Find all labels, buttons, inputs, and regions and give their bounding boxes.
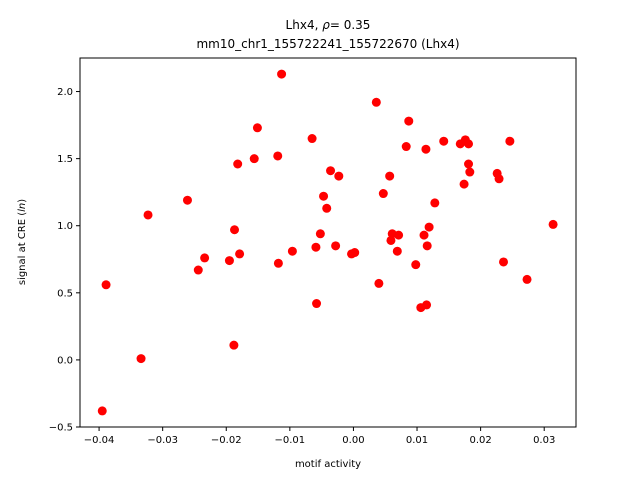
data-point-16 — [277, 69, 287, 79]
x-tick-label-1: −0.03 — [147, 435, 178, 446]
data-point-59 — [548, 219, 558, 229]
x-tick-label-6: 0.02 — [469, 435, 491, 446]
y-tick-label-2: 0.5 — [57, 288, 73, 299]
data-point-52 — [464, 159, 474, 169]
x-axis-label: motif activity — [295, 459, 361, 470]
y-tick-label-1: 0.0 — [57, 355, 73, 366]
data-point-15 — [273, 258, 283, 268]
data-point-7 — [224, 256, 234, 266]
title-gene-name: Lhx4 — [286, 18, 315, 32]
data-point-58 — [522, 274, 532, 284]
data-point-31 — [378, 189, 388, 199]
data-point-23 — [322, 203, 332, 213]
data-point-33 — [386, 235, 396, 245]
data-point-45 — [424, 222, 434, 232]
data-point-35 — [392, 246, 402, 256]
data-point-57 — [505, 136, 515, 146]
y-axis-label-prefix: signal at CRE ( — [17, 212, 28, 285]
y-axis-label-italic: ln — [17, 203, 28, 212]
data-point-37 — [401, 142, 411, 152]
data-point-19 — [311, 242, 321, 252]
y-tick-label-5: 2.0 — [57, 87, 73, 98]
y-axis-label: signal at CRE (ln) — [17, 199, 28, 285]
x-tick-label-5: 0.01 — [406, 435, 428, 446]
data-point-6 — [200, 253, 210, 263]
y-tick-label-4: 1.5 — [57, 154, 73, 165]
data-point-53 — [465, 167, 475, 177]
data-point-0 — [97, 406, 107, 416]
data-point-41 — [419, 230, 429, 240]
data-point-44 — [422, 241, 432, 251]
x-tick-label-4: 0.00 — [342, 435, 364, 446]
chart-title-line2: mm10_chr1_155722241_155722670 (Lhx4) — [196, 37, 459, 51]
data-point-36 — [394, 230, 404, 240]
data-point-28 — [350, 248, 360, 258]
data-point-32 — [385, 171, 395, 181]
x-tick-label-3: −0.01 — [275, 435, 306, 446]
y-tick-label-3: 1.0 — [57, 221, 73, 232]
data-point-42 — [421, 144, 431, 154]
data-point-30 — [374, 278, 384, 288]
data-point-46 — [430, 198, 440, 208]
data-point-2 — [136, 354, 146, 364]
data-point-12 — [249, 154, 259, 164]
data-point-11 — [235, 249, 245, 259]
x-axis-ticks: −0.04 −0.03 −0.02 −0.01 0.00 0.01 0.02 0.03 — [84, 427, 555, 446]
data-point-49 — [459, 179, 469, 189]
data-point-43 — [422, 300, 432, 310]
data-point-4 — [182, 195, 192, 205]
title-rho-value: = 0.35 — [330, 18, 371, 32]
data-point-9 — [230, 225, 240, 235]
data-point-5 — [193, 265, 203, 275]
x-tick-label-7: 0.03 — [533, 435, 555, 446]
y-axis-label-suffix: ) — [17, 199, 28, 203]
data-point-26 — [334, 171, 344, 181]
title-rho-symbol: ρ — [322, 18, 330, 32]
y-axis-ticks: −0.5 0.0 0.5 1.0 1.5 2.0 — [49, 87, 80, 434]
data-point-10 — [233, 159, 243, 169]
data-point-55 — [494, 174, 504, 184]
data-point-14 — [273, 151, 283, 161]
data-point-47 — [439, 136, 449, 146]
data-point-17 — [287, 246, 297, 256]
data-point-22 — [319, 191, 329, 201]
data-points — [97, 69, 558, 416]
data-point-24 — [326, 166, 336, 176]
y-tick-label-0: −0.5 — [49, 423, 73, 434]
x-tick-label-2: −0.02 — [211, 435, 242, 446]
data-point-18 — [307, 134, 317, 144]
axes-frame — [79, 57, 577, 428]
data-point-13 — [252, 123, 262, 133]
data-point-29 — [371, 97, 381, 107]
data-point-39 — [411, 260, 421, 270]
data-point-38 — [404, 116, 414, 126]
x-tick-label-0: −0.04 — [84, 435, 115, 446]
data-point-25 — [331, 241, 341, 251]
data-point-8 — [229, 340, 239, 350]
chart-title-line1: Lhx4, ρ= 0.35 — [286, 18, 371, 32]
data-point-51 — [464, 139, 474, 149]
data-point-21 — [315, 229, 325, 239]
data-point-3 — [143, 210, 153, 220]
data-point-20 — [312, 299, 322, 309]
data-point-56 — [499, 257, 509, 267]
data-point-1 — [101, 280, 111, 290]
title-comma: , — [315, 18, 323, 32]
